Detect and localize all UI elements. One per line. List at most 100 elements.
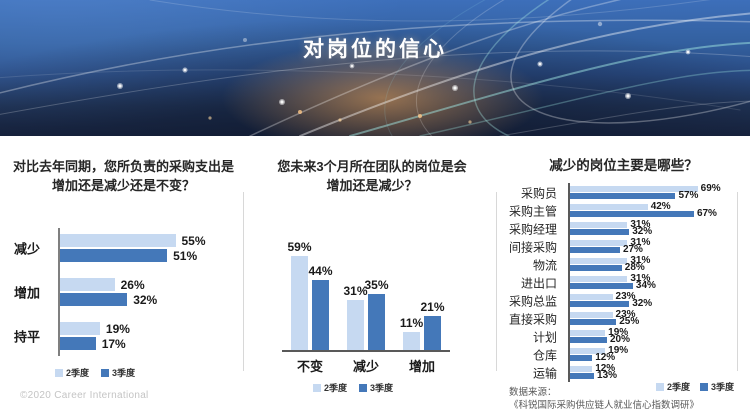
bar-group: 物流 31% 28% [533,255,721,273]
bar-row: 23% [570,291,721,302]
bar-row: 19% [60,321,206,336]
bar-column: 21% [420,300,445,350]
bar-q2 [570,186,698,192]
bar-q2 [60,234,176,247]
copyright-text: ©2020 Career International [20,390,149,401]
legend-label: 3季度 [112,368,136,378]
value-label: 31% [630,255,651,266]
legend-item: 3季度 [359,381,393,394]
bar-group: 计划 19% 20% [533,327,721,345]
panel-divider [243,192,244,371]
bar-column: 44% [308,264,333,350]
legend-item: 3季度 [101,366,135,379]
value-label: 32% [632,298,653,309]
category-label: 物流 [532,258,557,272]
bar-row: 20% [570,334,721,345]
value-label: 19% [608,327,629,338]
value-label: 28% [624,262,645,273]
value-label: 44% [308,263,333,278]
legend-item: 2季度 [312,381,347,394]
chart-title: 减少的岗位主要是哪些？ [549,158,698,173]
value-label: 35% [364,278,389,292]
bar-column: 31% [343,284,368,350]
category-label: 间接采购 [508,240,557,254]
value-label: 34% [635,280,656,291]
legend-swatch-q2 [655,382,664,391]
bar-q2 [570,204,648,210]
bar-column: 59% [287,240,312,350]
chart-legend: 2季度 3季度 [655,380,734,393]
bar-row: 26% [60,278,206,292]
data-source-title: 《科锐国际采购供应链人就业信心指数调研》 [509,399,700,411]
bar-q3 [570,265,622,271]
bar-row: 19% [570,327,721,338]
panel-divider [496,192,497,371]
bar-row: 51% [60,249,206,263]
value-label: 42% [650,201,671,212]
value-label: 31% [630,219,651,230]
legend-swatch-q2 [312,383,321,392]
category-axis: 不变 减少 增加 [282,352,450,375]
chart-title: 您未来3个月所在团队的岗位是会 增加还是减少？ [247,158,497,196]
bar-q3 [312,279,329,350]
legend-swatch-q2 [54,368,63,377]
value-label: 23% [615,291,636,302]
value-label: 11% [399,316,424,331]
value-label: 12% [595,352,616,363]
value-label: 31% [630,237,651,248]
bar-q3 [368,294,385,350]
value-label: 20% [610,334,631,345]
bar-q2 [570,366,593,372]
bar-q3 [570,229,630,235]
bar-q3 [60,249,168,262]
category-label: 采购经理 [508,222,557,236]
bar-group: 11% 21% [399,300,445,350]
horizontal-bar-chart-spend: 减少 55% 51% 增加 26% 32% 持平 19% 17% [14,228,206,356]
category-label: 增加 [408,359,435,374]
bar-column: 35% [364,278,389,350]
bar-row: 25% [570,317,721,327]
category-label: 计划 [532,330,557,344]
chart-title-line: 对比去年同期，您所负责的采购支出是 [12,159,234,174]
bar-row: 13% [570,371,721,381]
value-label: 32% [133,292,158,307]
bar-group: 采购经理 31% 32% [509,219,721,237]
bar-group: 采购总监 23% 32% [509,291,721,309]
bar-group: 持平 19% 17% [14,321,206,351]
bar-row: 32% [570,227,721,237]
legend-item: 2季度 [54,366,89,379]
value-label: 31% [630,273,651,284]
value-label: 57% [678,190,699,201]
value-label: 67% [696,208,717,219]
bar-q3 [60,293,128,306]
chart-title-line: 增加还是减少？ [326,177,418,193]
value-label: 19% [608,345,629,356]
value-label: 27% [622,244,643,255]
chart-legend: 2季度 3季度 [0,366,190,379]
bar-q3 [570,319,617,325]
header-banner: 对岗位的信心 [0,0,750,136]
bar-group: 采购主管 42% 67% [509,201,721,219]
horizontal-bar-chart-reduced-roles: 采购员 69% 57% 采购主管 42% 67% 采购经理 31% 32% 间接采购 31% 27% 物… [509,183,721,382]
bar-row: 55% [60,234,206,248]
legend-label: 3季度 [370,383,394,393]
bar-group: 减少 55% 51% [14,234,206,263]
legend-swatch-q3 [699,382,708,391]
legend-label: 2季度 [323,383,347,393]
bar-q3 [570,193,676,199]
bar-row: 32% [60,292,206,307]
bar-group: 59% 44% [287,240,333,350]
bar-row: 67% [570,208,721,219]
category-label: 持平 [13,329,40,345]
chart-panel-team-jobs: 您未来3个月所在团队的岗位是会 增加还是减少？ 59% 44% 31% 35% 11% 2… [247,136,497,419]
bar-q3 [570,373,595,379]
bar-group: 仓库 19% 12% [533,345,721,363]
bar-row: 12% [570,352,721,363]
value-label: 19% [105,321,130,336]
value-label: 69% [700,183,721,194]
network-globe-graphic [0,0,750,136]
bar-q2 [570,330,606,336]
bar-q2 [60,278,115,291]
bar-row: 34% [570,280,721,291]
legend-label: 3季度 [710,382,734,392]
